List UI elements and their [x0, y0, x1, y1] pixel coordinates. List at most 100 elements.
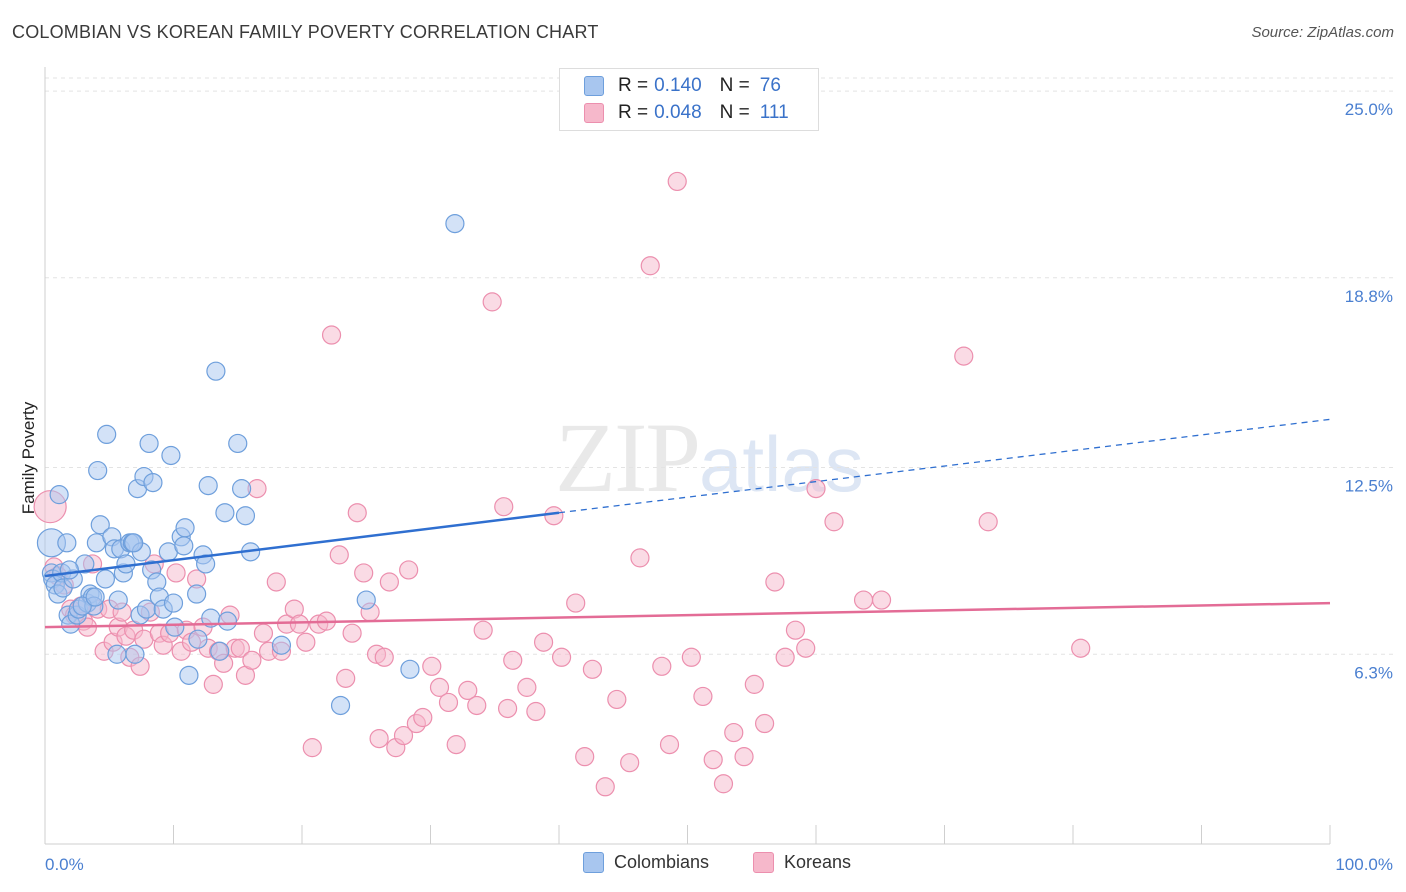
korean-point	[533, 632, 554, 652]
korean-point	[473, 620, 493, 640]
korean-point	[544, 506, 564, 526]
korean-point	[785, 620, 806, 640]
korean-point	[458, 680, 478, 701]
korean-point	[438, 692, 459, 713]
colombian-point	[85, 587, 105, 607]
korean-point	[1071, 638, 1091, 658]
korean-point	[482, 292, 502, 312]
korean-point	[467, 695, 487, 716]
legend-r-label: R =	[618, 75, 649, 96]
colombian-point	[161, 445, 181, 466]
korean-point	[871, 590, 892, 610]
legend-r-value: 0.140	[654, 75, 702, 96]
colombian-point	[139, 433, 159, 454]
korean-point	[806, 479, 826, 499]
axis-labels: 6.3% 12.5% 18.8% 25.0% 0.0% 100.0% Family Pove…	[19, 100, 1393, 874]
korean-point	[620, 753, 640, 773]
korean-point	[393, 725, 414, 746]
koreans-points	[33, 171, 1091, 797]
colombian-point	[232, 479, 252, 499]
axes	[44, 67, 1331, 845]
colombian-point	[271, 635, 292, 655]
korean-point	[289, 614, 310, 634]
colombian-point	[217, 611, 238, 631]
colombians-swatch	[583, 852, 604, 873]
korean-point	[954, 346, 974, 366]
colombian-point	[228, 433, 248, 454]
koreans-swatch	[584, 103, 604, 123]
korean-point	[582, 659, 603, 679]
korean-point	[203, 674, 223, 694]
colombian-point	[196, 554, 216, 574]
legend-row-colombians: R = 0.140 N = 76	[584, 74, 781, 98]
x-tick-label: 0.0%	[45, 855, 84, 874]
korean-point	[693, 686, 713, 707]
korean-point	[526, 701, 546, 722]
korean-point	[775, 647, 795, 667]
korean-point	[667, 171, 687, 192]
colombian-point	[445, 213, 465, 234]
y-axis-label: Family Poverty	[19, 401, 38, 514]
legend-item-colombians[interactable]: Colombians	[583, 852, 709, 873]
korean-point	[336, 668, 356, 688]
legend-item-koreans[interactable]: Koreans	[753, 852, 851, 873]
y-tick-label: 6.3%	[1354, 663, 1393, 682]
watermark-atlas: atlas	[699, 420, 864, 508]
korean-point	[703, 750, 723, 770]
colombian-point	[125, 644, 145, 664]
colombian-point	[88, 460, 108, 481]
series-legend: Colombians Koreans	[0, 852, 1406, 876]
x-tick-label: 100.0%	[1335, 855, 1393, 874]
colombian-point	[49, 485, 69, 505]
korean-point	[446, 735, 466, 755]
y-tick-label: 25.0%	[1345, 100, 1393, 119]
colombian-point	[187, 584, 207, 604]
korean-point	[765, 572, 785, 592]
korean-point	[640, 256, 660, 276]
legend-n-value: 76	[759, 75, 781, 96]
grid-lines	[45, 77, 1395, 655]
korean-point	[607, 689, 627, 710]
korean-point	[595, 777, 615, 797]
korean-point	[796, 638, 816, 658]
colombians-trend-extension	[558, 418, 1331, 514]
colombian-point	[198, 476, 218, 496]
koreans-trend-line	[44, 601, 1331, 629]
koreans-swatch	[753, 852, 774, 873]
korean-point	[551, 647, 572, 667]
korean-point	[575, 747, 595, 767]
colombian-point	[400, 659, 420, 679]
korean-point	[230, 638, 250, 658]
colombian-point	[206, 361, 226, 381]
korean-point	[681, 647, 701, 667]
colombians-points	[36, 213, 465, 716]
legend-row-koreans: R = 0.048 N = 111	[584, 101, 789, 125]
korean-point	[429, 677, 450, 697]
legend-r-value: 0.048	[654, 102, 702, 123]
colombian-point	[95, 569, 115, 589]
korean-point	[347, 503, 367, 523]
y-tick-label: 12.5%	[1345, 477, 1393, 496]
korean-point	[342, 623, 362, 643]
legend-n-label: N =	[719, 102, 750, 123]
korean-point	[566, 593, 586, 613]
trend-lines	[44, 418, 1331, 629]
colombian-point	[90, 515, 110, 535]
colombian-point	[165, 617, 185, 637]
colombian-point	[175, 518, 195, 538]
korean-point	[754, 713, 775, 734]
korean-point	[422, 656, 442, 676]
korean-point	[321, 325, 342, 345]
legend-r-label: R =	[618, 102, 649, 123]
korean-point	[503, 650, 523, 670]
korean-point	[734, 747, 754, 767]
korean-point	[369, 728, 389, 749]
legend-label-colombians: Colombians	[614, 852, 710, 872]
korean-point	[379, 572, 399, 592]
korean-point	[354, 563, 374, 583]
legend-label-koreans: Koreans	[784, 852, 852, 872]
korean-point	[413, 707, 433, 728]
korean-point	[498, 698, 518, 719]
colombian-point	[188, 629, 208, 649]
